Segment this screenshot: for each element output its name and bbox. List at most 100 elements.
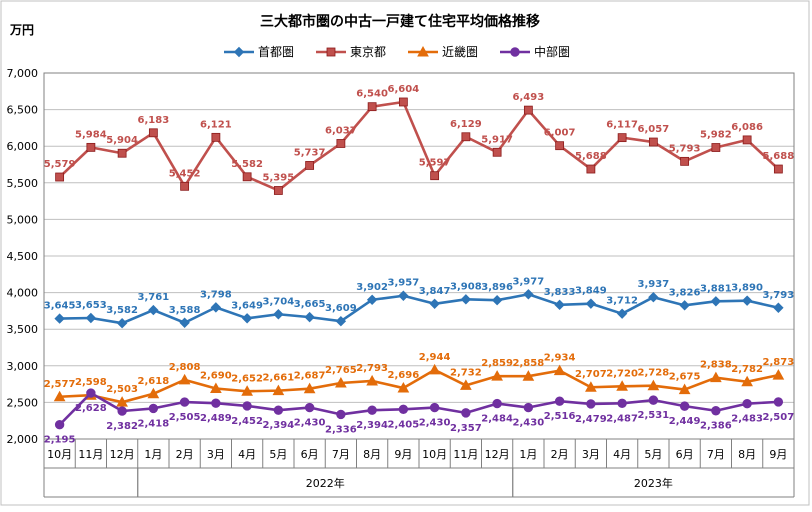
data-label: 3,881 [700,283,732,294]
series-0 [54,289,784,329]
data-label: 2,687 [294,371,326,382]
data-label: 2,430 [294,418,326,429]
y-tick-label: 6,500 [7,104,39,117]
series-3 [54,388,784,430]
data-point [367,405,377,415]
legend-marker [510,47,520,57]
data-label: 3,977 [513,276,545,287]
data-label: 2,452 [231,416,263,427]
series-2 [53,363,785,407]
data-point [523,105,533,115]
data-label: 2,386 [700,421,732,432]
data-label: 2,696 [388,370,420,381]
data-label: 2,873 [763,357,795,368]
x-tick-label: 12月 [110,448,135,461]
legend-item-0: 首都圏 [224,45,294,59]
data-label: 2,675 [669,372,701,383]
data-label: 2,808 [169,362,201,373]
data-label: 5,395 [263,172,295,183]
data-point [241,385,253,396]
y-tick-label: 5,500 [7,177,39,190]
data-point [711,143,721,152]
data-point [335,376,347,388]
series-1 [55,97,783,195]
data-label: 2,516 [544,411,576,422]
y-tick-label: 3,500 [7,323,39,336]
data-point [148,403,159,414]
data-label: 2,858 [513,358,545,369]
data-label: 3,582 [106,305,138,316]
legend-item-1: 東京都 [316,45,386,59]
data-label: 5,737 [294,147,326,158]
data-point [273,309,284,320]
data-label: 5,984 [75,129,107,140]
data-label: 3,902 [356,282,388,293]
data-point [148,304,159,316]
data-point [86,388,96,398]
data-label: 3,609 [325,303,357,314]
data-point [429,402,440,413]
data-point [616,380,628,391]
data-label: 2,484 [481,414,513,425]
data-point [523,289,534,300]
data-point [678,383,691,395]
y-tick-label: 7,000 [7,67,39,80]
x-tick-label: 1月 [519,448,537,461]
data-label: 3,645 [44,301,76,312]
y-tick-label: 4,000 [7,287,39,300]
legend: 首都圏 東京都 近畿圏 中部圏 [224,44,570,59]
data-label: 2,405 [388,419,420,430]
y-tick-label: 2,000 [7,433,39,446]
data-point [116,396,128,407]
data-point [648,292,659,303]
data-label: 5,904 [106,135,138,146]
data-point [429,298,440,310]
data-point [617,398,627,409]
data-label: 2,507 [763,412,795,423]
data-label: 2,382 [106,421,138,432]
data-point [555,141,565,151]
legend-label: 近畿圏 [442,45,478,59]
data-label: 6,129 [450,119,482,130]
data-label: 3,653 [75,300,107,311]
series-line [59,292,779,325]
data-label: 3,849 [575,286,607,297]
data-point [242,401,252,411]
data-point [554,299,565,311]
data-point [586,164,596,174]
legend-marker [417,45,429,57]
y-tick-label: 3,000 [7,360,39,373]
data-label: 2,531 [638,410,670,421]
data-label: 6,183 [138,115,170,126]
series-layer [53,97,785,430]
data-point [460,379,472,390]
data-label: 2,394 [356,420,388,431]
data-label: 3,847 [419,286,451,297]
x-tick-label: 1月 [144,448,162,461]
data-point [117,406,127,416]
data-label: 3,826 [669,287,701,298]
data-point [773,302,784,313]
data-label: 2,618 [138,376,170,387]
x-tick-label: 10月 [47,448,72,461]
data-point [54,420,65,430]
x-tick-label: 4月 [238,448,256,461]
data-point [273,186,283,195]
x-axis: 10月 11月 12月 1月 2月 3月 4月 5月 6月 7月 8月 9月 10月 11月 12月 1月 2月… [43,439,795,498]
data-label: 3,588 [169,305,201,316]
data-label: 3,761 [138,292,170,303]
data-label: 2,479 [575,414,607,425]
data-point [147,387,160,399]
data-point [304,402,315,413]
data-point [679,300,690,311]
data-point [367,102,377,112]
x-tick-label: 6月 [676,448,694,461]
data-label: 2,661 [263,373,295,384]
data-label: 6,493 [513,92,545,103]
data-label: 2,483 [731,414,763,425]
data-point [680,156,690,166]
data-point [179,317,190,328]
data-label: 2,690 [200,370,232,381]
x-tick-label: 3月 [582,448,600,461]
